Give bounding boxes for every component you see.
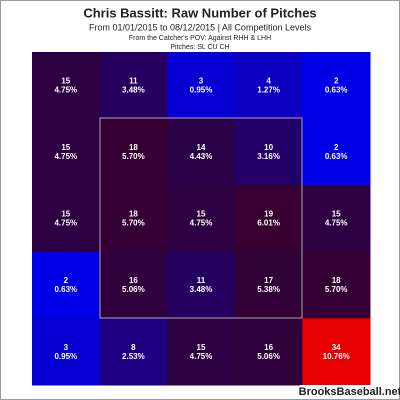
heatmap-grid: 154.75%113.48%30.95%41.27%20.63%154.75%1… — [32, 52, 371, 386]
heat-cell — [234, 118, 303, 186]
heat-cell — [99, 185, 168, 253]
cell-count: 3 — [199, 76, 204, 85]
heat-cell — [167, 251, 236, 319]
cell-count: 15 — [197, 210, 206, 219]
heat-cell — [302, 251, 371, 319]
cell-count: 18 — [332, 276, 341, 285]
cell-percent: 3.48% — [190, 285, 213, 294]
heat-cell — [302, 118, 371, 186]
heat-cell — [32, 118, 101, 186]
heat-cell — [302, 185, 371, 253]
strike-zone — [99, 117, 303, 319]
cell-count: 4 — [266, 76, 271, 85]
cell-percent: 6.01% — [257, 219, 280, 228]
cell-count: 11 — [129, 76, 138, 85]
heat-cell — [99, 52, 168, 120]
cell-count: 18 — [129, 210, 138, 219]
cell-percent: 5.70% — [325, 285, 348, 294]
watermark-bg — [300, 385, 399, 399]
cell-count: 2 — [334, 143, 339, 152]
cell-percent: 0.63% — [325, 85, 348, 94]
cell-count: 17 — [264, 276, 273, 285]
cell-percent: 4.75% — [54, 85, 77, 94]
heat-cell — [32, 318, 101, 386]
cell-percent: 0.63% — [54, 285, 77, 294]
cell-count: 16 — [129, 276, 138, 285]
cell-count: 2 — [334, 76, 339, 85]
heat-cell — [167, 52, 236, 120]
cell-percent: 4.75% — [190, 352, 213, 361]
chart-title: Chris Bassitt: Raw Number of Pitches — [83, 5, 316, 20]
heat-cell — [167, 318, 236, 386]
cell-count: 16 — [264, 343, 273, 352]
cell-percent: 3.48% — [122, 85, 145, 94]
cell-percent: 4.43% — [190, 152, 213, 161]
cell-percent: 0.95% — [190, 85, 213, 94]
source: BrooksBaseball.net — [299, 386, 400, 398]
heat-cell — [99, 318, 168, 386]
cell-percent: 5.38% — [257, 285, 280, 294]
cell-count: 8 — [131, 343, 136, 352]
heat-cell — [234, 52, 303, 120]
heat-cell — [99, 118, 168, 186]
cell-count: 15 — [61, 76, 70, 85]
cell-percent: 0.95% — [54, 352, 77, 361]
cell-percent: 5.06% — [122, 285, 145, 294]
cell-count: 19 — [264, 210, 273, 219]
heat-cell — [32, 52, 101, 120]
cell-count: 15 — [61, 210, 70, 219]
cell-percent: 4.75% — [325, 219, 348, 228]
heat-cell — [167, 185, 236, 253]
cell-percent: 5.70% — [122, 219, 145, 228]
cell-percent: 5.06% — [257, 352, 280, 361]
cell-percent: 0.63% — [325, 152, 348, 161]
cell-count: 15 — [61, 143, 70, 152]
cell-count: 18 — [129, 143, 138, 152]
heat-cell — [32, 251, 101, 319]
heat-cell — [32, 185, 101, 253]
cell-percent: 4.75% — [190, 219, 213, 228]
cell-percent: 4.75% — [54, 152, 77, 161]
cell-percent: 2.53% — [122, 352, 145, 361]
heat-cell — [99, 251, 168, 319]
cell-percent: 1.27% — [257, 85, 280, 94]
heat-cell — [234, 185, 303, 253]
cell-percent: 3.16% — [257, 152, 280, 161]
heat-cell — [302, 52, 371, 120]
cell-count: 14 — [197, 143, 206, 152]
pitch-types: Pitches: SL CU CH — [170, 44, 229, 51]
chart-subtitle: From 01/01/2015 to 08/12/2015 | All Comp… — [89, 22, 311, 32]
heat-cell — [167, 118, 236, 186]
cell-count: 15 — [332, 210, 341, 219]
cell-count: 2 — [64, 276, 69, 285]
cell-count: 34 — [332, 343, 341, 352]
cell-percent: 4.75% — [54, 219, 77, 228]
cell-count: 3 — [64, 343, 69, 352]
heat-cell — [302, 318, 371, 386]
cell-count: 10 — [264, 143, 273, 152]
cell-count: 11 — [197, 276, 206, 285]
cell-percent: 10.76% — [323, 352, 350, 361]
cell-count: 15 — [197, 343, 206, 352]
pov-note: From the Catcher's POV: Against RHH & LH… — [129, 35, 271, 42]
cell-percent: 5.70% — [122, 152, 145, 161]
heat-cell — [234, 251, 303, 319]
heat-cell — [234, 318, 303, 386]
